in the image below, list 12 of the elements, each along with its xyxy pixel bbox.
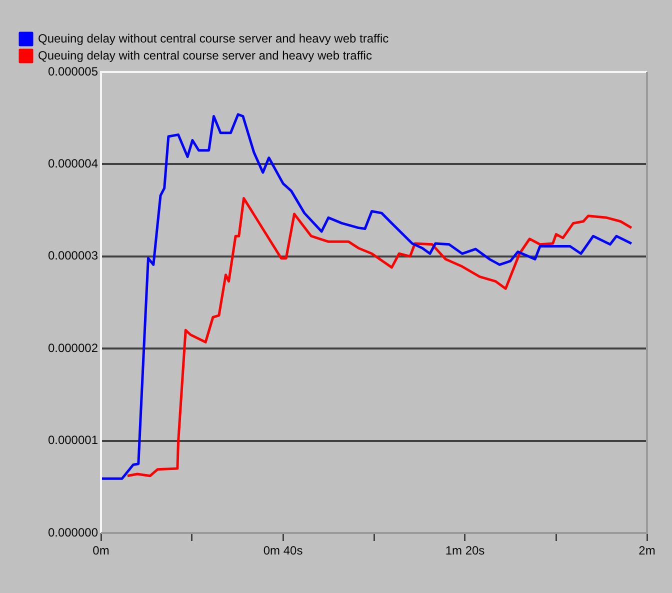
y-tick-label: 0.000001 bbox=[48, 433, 98, 448]
y-tick-label: 0.000003 bbox=[48, 248, 98, 263]
x-tick-label: 2m bbox=[638, 544, 656, 558]
legend-label: Queuing delay without central course server and heavy web traffic bbox=[38, 31, 389, 46]
y-tick-label: 0.000002 bbox=[48, 340, 98, 355]
y-tick-label: 0.000004 bbox=[48, 156, 98, 171]
y-tick-label: 0.000005 bbox=[48, 64, 98, 78]
x-tick-label: 0m bbox=[92, 544, 110, 558]
x-tick-label: 1m 20s bbox=[445, 544, 485, 558]
legend-label: Queuing delay with central course server and heavy web traffic bbox=[38, 48, 372, 62]
y-tick-label: 0.000000 bbox=[48, 525, 98, 540]
x-tick-label: 0m 40s bbox=[263, 544, 303, 558]
